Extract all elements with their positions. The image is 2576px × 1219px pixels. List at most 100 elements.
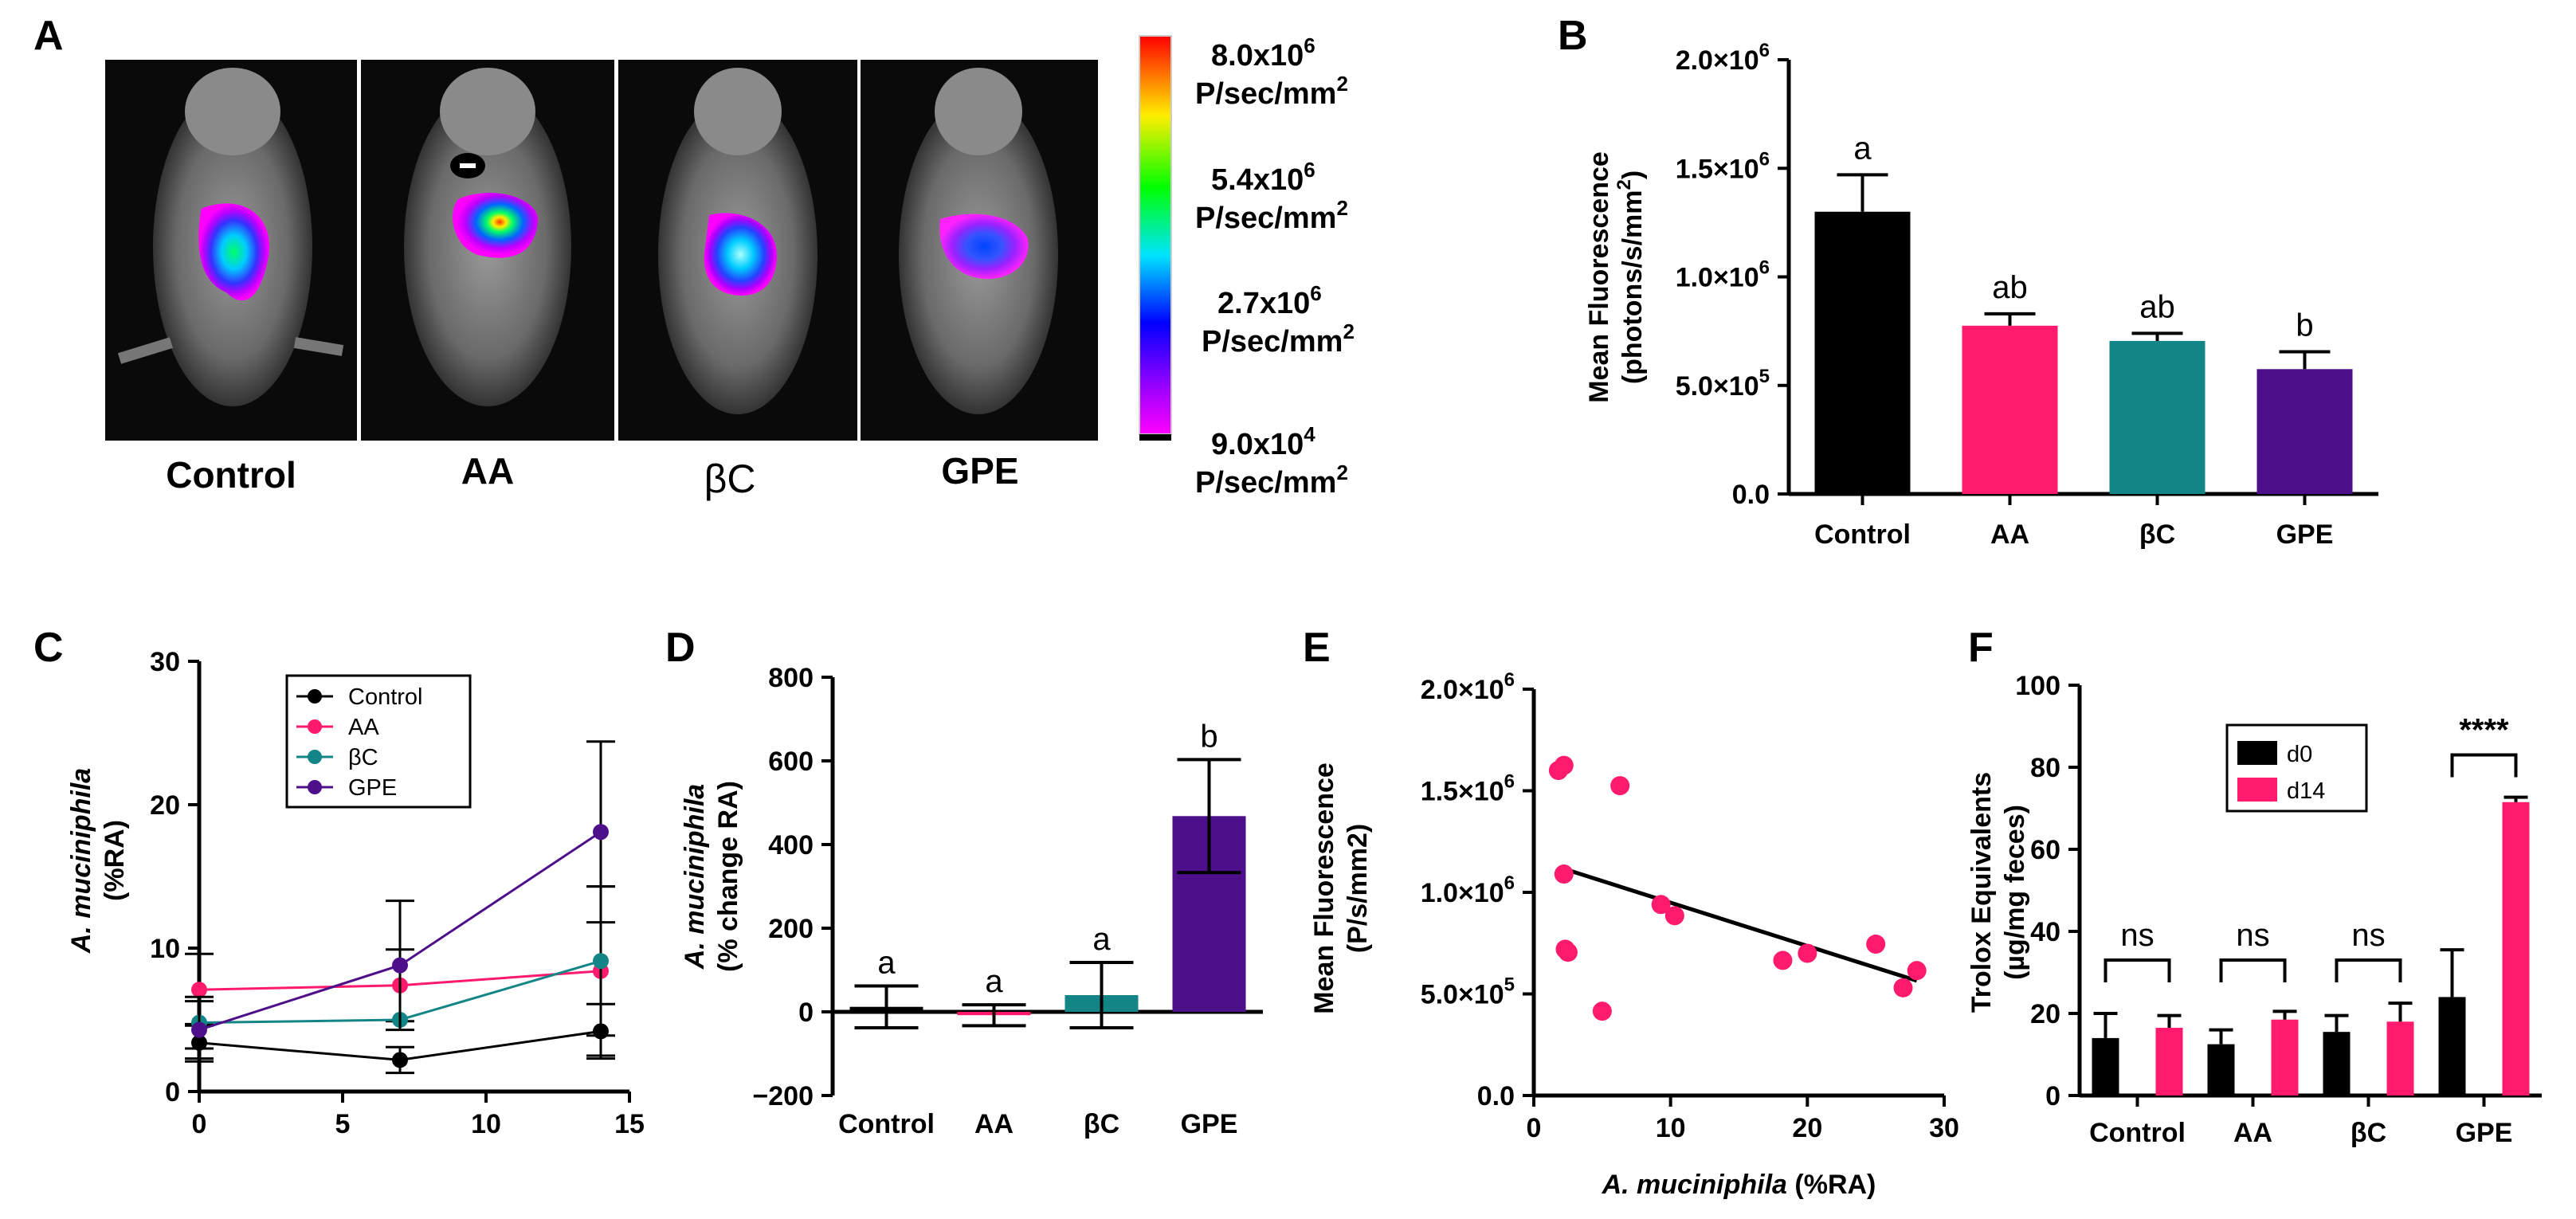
e-point	[1664, 906, 1684, 926]
c-y-tick-label: 20	[150, 790, 180, 821]
c-x-tick-label: 5	[335, 1109, 351, 1139]
b-significance-letter: b	[2296, 308, 2313, 343]
e-point	[1866, 935, 1886, 954]
f-legend-label: d14	[2287, 778, 2325, 804]
f-y-axis-label-line1: Trolox Equivalents	[1966, 772, 1997, 1013]
colorbar-tick-unit-0: P/sec/mm2	[1195, 72, 1348, 111]
f-bar	[2207, 1044, 2235, 1096]
e-point	[1798, 943, 1817, 963]
b-y-tick-label: 1.0×106	[1676, 257, 1770, 293]
f-y-axis-label: Trolox Equivalents (µg/mg feces)	[1966, 772, 2030, 1013]
image-label-bc: βC	[704, 457, 756, 501]
b-significance-letter: ab	[1992, 270, 2028, 305]
b-y-tick-label: 2.0×106	[1676, 40, 1770, 76]
b-significance-letter: a	[1853, 131, 1872, 166]
panel-label-a: A	[33, 13, 64, 59]
c-legend: Control AA βC GPE	[285, 674, 472, 809]
c-y-tick-label: 10	[150, 934, 180, 964]
f-y-tick-label: 0	[2045, 1081, 2060, 1111]
f-bar	[2438, 997, 2466, 1096]
chart-b: 0.0 5.0×105 1.0×106 1.5×106 2.0×106 a Control a…	[1584, 40, 2378, 550]
e-y-axis-label: Mean Fluorescence (P/s/mm2)	[1309, 762, 1373, 1014]
c-point	[191, 982, 207, 998]
b-bar	[2256, 369, 2353, 494]
f-y-tick-label: 80	[2030, 753, 2060, 783]
f-significance-label: ns	[2236, 918, 2269, 953]
panel-label-d: D	[665, 625, 696, 671]
f-y-axis-label-line2: (µg/mg feces)	[2000, 805, 2030, 980]
c-point	[191, 1021, 207, 1038]
colorbar-tick-unit-3: P/sec/mm2	[1195, 461, 1348, 500]
panel-label-b: B	[1558, 13, 1588, 59]
b-y-tick-label: 0.0	[1732, 480, 1770, 510]
f-significance-bracket	[2450, 753, 2518, 778]
chart-e: 0.0 5.0×105 1.0×106 1.5×106 2.0×106 0 10 20 30 A.…	[1309, 669, 1959, 1200]
b-bar	[1962, 325, 2058, 494]
b-bar	[1814, 211, 1911, 494]
e-y-tick-label: 2.0×106	[1421, 669, 1515, 705]
f-x-tick-label: βC	[2351, 1118, 2386, 1148]
d-x-tick-label: GPE	[1181, 1109, 1238, 1139]
colorbar-tick-unit-1: P/sec/mm2	[1195, 196, 1348, 235]
d-y-axis-label: A. muciniphila (% change RA)	[680, 781, 743, 972]
d-y-axis-label-line1: A. muciniphila	[680, 784, 710, 970]
f-x-tick-label: Control	[2089, 1118, 2186, 1148]
e-point	[1554, 864, 1574, 884]
colorbar-tick-value-2: 2.7x106	[1217, 281, 1322, 320]
e-x-tick-label: 20	[1792, 1113, 1822, 1143]
e-y-tick-label: 5.0×105	[1421, 974, 1515, 1010]
c-legend-marker	[308, 689, 322, 704]
c-point	[392, 957, 408, 974]
b-x-tick-label: βC	[2139, 519, 2175, 550]
f-y-tick-label: 60	[2030, 835, 2060, 865]
d-y-tick-label: 0	[798, 998, 814, 1028]
e-regression-line	[1560, 866, 1918, 983]
f-bar	[2502, 802, 2530, 1096]
c-y-tick-label: 30	[150, 647, 180, 677]
c-point	[593, 824, 609, 841]
c-x-tick-label: 0	[192, 1109, 207, 1139]
c-legend-marker	[308, 780, 322, 794]
f-y-tick-label: 100	[2015, 671, 2060, 701]
e-y-axis-label-line1: Mean Fluorescence	[1309, 762, 1339, 1014]
colorbar-tick-value-1: 5.4x106	[1211, 158, 1315, 197]
e-point	[1558, 943, 1578, 962]
b-y-axis-label: Mean Fluorescence (photons/s/mm2)	[1584, 151, 1648, 403]
f-legend-swatch	[2237, 741, 2277, 765]
c-point	[392, 1052, 408, 1068]
image-label-aa: AA	[461, 450, 514, 492]
d-x-tick-label: Control	[838, 1109, 935, 1139]
f-significance-label: ns	[2351, 918, 2385, 953]
f-legend-label: d0	[2287, 742, 2312, 767]
mouse-image-control	[105, 60, 357, 441]
f-bar	[2323, 1032, 2351, 1096]
f-bar	[2092, 1037, 2119, 1096]
f-bar	[2386, 1021, 2414, 1096]
chart-d: −200 0 200 400 600 800 a Control a AA a βC b GPE A. mu…	[680, 663, 1263, 1139]
c-legend-label: GPE	[348, 775, 397, 801]
f-significance-bracket	[2104, 958, 2171, 983]
colorbar	[1139, 35, 1172, 435]
b-significance-letter: ab	[2139, 289, 2175, 324]
d-y-tick-label: 400	[768, 830, 814, 860]
c-y-axis-label: A. muciniphila (%RA)	[66, 768, 130, 954]
colorbar-tick-unit-2: P/sec/mm2	[1202, 319, 1355, 359]
panel-label-f: F	[1968, 625, 1994, 671]
chart-f: 020406080100nsControlnsAAnsβC****GPEd0d1…	[1966, 671, 2542, 1148]
c-y-axis-label-line2: (%RA)	[100, 820, 130, 901]
f-x-tick-label: GPE	[2456, 1118, 2513, 1148]
e-point	[1592, 1001, 1612, 1021]
colorbar-tick-value-0: 8.0x106	[1211, 33, 1315, 73]
panel-label-c: C	[33, 625, 64, 671]
mouse-image-aa	[361, 60, 614, 441]
c-legend-label: Control	[348, 684, 423, 710]
e-y-tick-label: 0.0	[1477, 1081, 1515, 1111]
d-y-tick-label: 600	[768, 747, 814, 777]
e-point	[1651, 895, 1671, 915]
e-x-tick-label: 10	[1656, 1113, 1686, 1143]
b-y-tick-label: 5.0×105	[1676, 366, 1770, 402]
panel-a-images: Control AA βC GPE 8.0x106P/sec/mm25.4x10…	[105, 33, 1355, 501]
e-x-tick-label: 30	[1929, 1113, 1959, 1143]
b-y-axis-label-line1: Mean Fluorescence	[1584, 151, 1614, 403]
f-significance-bracket	[2335, 958, 2402, 983]
